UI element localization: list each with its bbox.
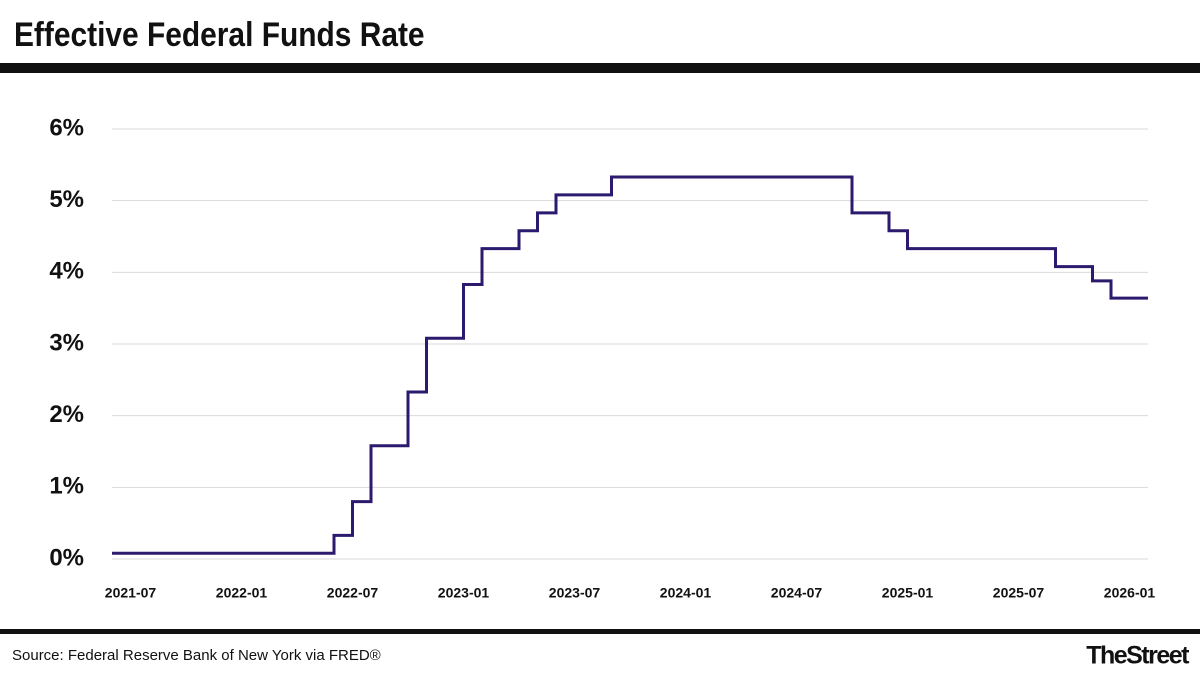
- y-tick-label: 1%: [49, 473, 84, 500]
- y-tick-label: 5%: [49, 186, 84, 213]
- y-tick-label: 3%: [49, 329, 84, 356]
- x-tick-label: 2026-01: [1104, 585, 1156, 601]
- y-tick-label: 2%: [49, 401, 84, 428]
- x-tick-label: 2021-07: [105, 585, 157, 601]
- rate-line: [112, 175, 1148, 555]
- x-tick-label: 2022-07: [327, 585, 379, 601]
- x-tick-label: 2023-07: [549, 585, 601, 601]
- x-tick-label: 2024-01: [660, 585, 712, 601]
- x-tick-label: 2025-01: [882, 585, 934, 601]
- y-tick-label: 0%: [49, 544, 84, 571]
- x-tick-label: 2022-01: [216, 585, 268, 601]
- header-bar: [0, 63, 1200, 73]
- x-tick-label: 2024-07: [771, 585, 823, 601]
- source: Source: Federal Reserve Bank of New York…: [12, 647, 381, 664]
- y-tick-label: 6%: [49, 114, 84, 141]
- x-tick-label: 2025-07: [993, 585, 1045, 601]
- footer-bar: [0, 629, 1200, 634]
- x-tick-label: 2023-01: [438, 585, 490, 601]
- chart-title: Effective Federal Funds Rate: [14, 15, 425, 53]
- logo: TheStreet: [1086, 642, 1190, 670]
- y-tick-label: 4%: [49, 258, 84, 285]
